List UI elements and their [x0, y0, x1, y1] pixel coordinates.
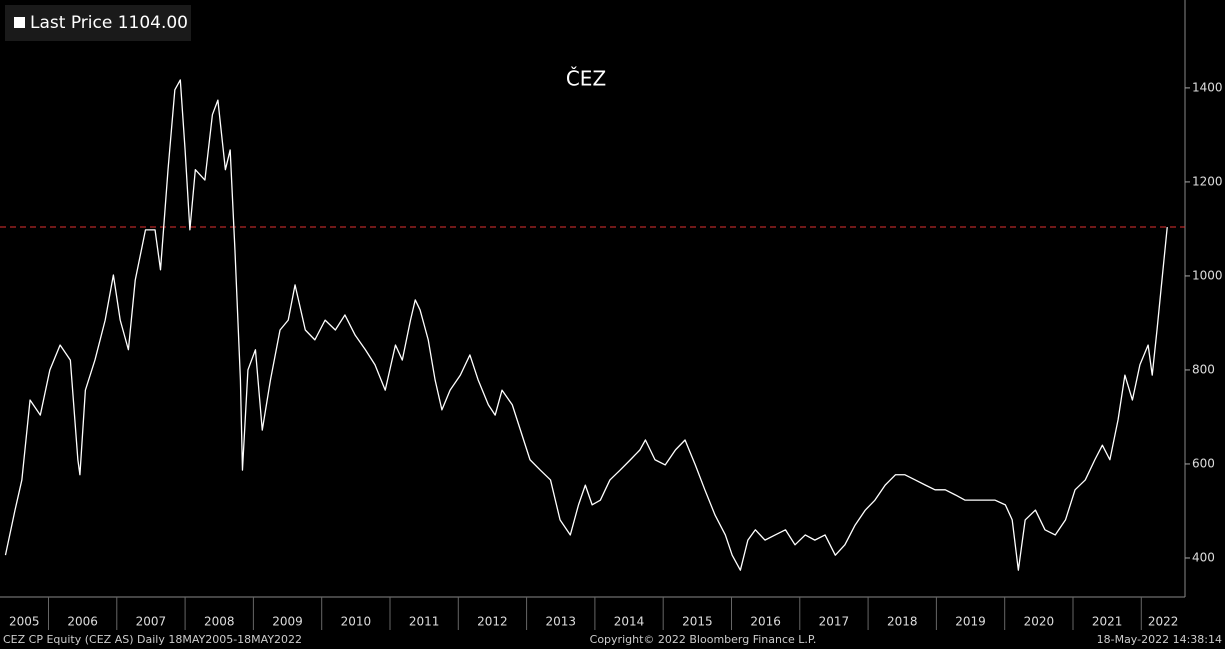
x-tick-label: 2015 — [682, 615, 713, 629]
footer-right: 18-May-2022 14:38:14 — [1097, 633, 1222, 646]
x-tick-label: 2018 — [887, 615, 918, 629]
y-tick-label: 800 — [1192, 362, 1215, 376]
y-tick-label: 1400 — [1192, 80, 1223, 94]
x-tick-label: 2016 — [750, 615, 781, 629]
legend-name: Last Price — [30, 13, 112, 33]
y-tick-label: 400 — [1192, 550, 1215, 564]
x-tick-label: 2007 — [136, 615, 167, 629]
x-tick-label: 2019 — [955, 615, 986, 629]
legend-value: 1104.00 — [118, 13, 188, 33]
x-tick-label: 2017 — [819, 615, 850, 629]
x-tick-label: 2010 — [341, 615, 372, 629]
legend-swatch — [14, 17, 25, 28]
price-line — [4, 79, 1168, 571]
x-tick-label: 2022 — [1148, 615, 1179, 629]
x-tick-label: 2014 — [614, 615, 645, 629]
y-tick-label: 1000 — [1192, 268, 1223, 282]
footer-left: CEZ CP Equity (CEZ AS) Daily 18MAY2005-1… — [3, 633, 302, 646]
y-tick-label: 1200 — [1192, 174, 1223, 188]
x-tick-label: 2009 — [272, 615, 303, 629]
x-tick-label: 2005 — [9, 615, 40, 629]
x-tick-label: 2011 — [409, 615, 440, 629]
x-tick-label: 2021 — [1092, 615, 1123, 629]
x-tick-label: 2008 — [204, 615, 235, 629]
x-tick-label: 2006 — [67, 615, 98, 629]
x-tick-label: 2012 — [477, 615, 508, 629]
legend-box — [5, 5, 191, 41]
chart-title: ČEZ — [566, 67, 606, 91]
legend-entry: Last Price 1104.00 — [30, 13, 188, 33]
x-tick-label: 2013 — [545, 615, 576, 629]
footer-center: Copyright© 2022 Bloomberg Finance L.P. — [590, 633, 817, 646]
x-tick-label: 2020 — [1024, 615, 1055, 629]
y-tick-label: 600 — [1192, 456, 1215, 470]
